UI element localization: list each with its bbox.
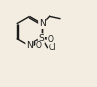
Text: O: O: [47, 35, 53, 44]
Text: N: N: [39, 19, 46, 28]
Text: O: O: [36, 41, 42, 50]
Text: S: S: [38, 34, 44, 43]
Text: Cl: Cl: [49, 43, 56, 52]
Text: N: N: [26, 41, 33, 50]
